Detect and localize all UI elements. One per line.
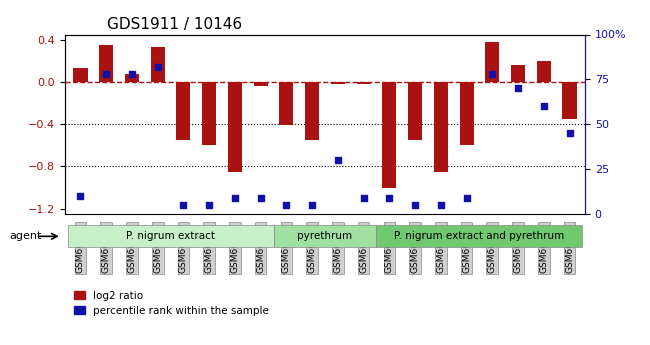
Bar [176, 82, 190, 140]
Legend: log2 ratio, percentile rank within the sample: log2 ratio, percentile rank within the s… [70, 286, 273, 320]
Text: GDS1911 / 10146: GDS1911 / 10146 [107, 17, 242, 32]
Text: P. nigrum extract: P. nigrum extract [126, 231, 215, 241]
Bar [434, 82, 448, 172]
Bar [99, 45, 113, 82]
Point [307, 202, 317, 208]
Point [410, 202, 421, 208]
Bar [254, 82, 268, 86]
Point [384, 195, 395, 200]
Point [487, 71, 497, 77]
Point [127, 71, 137, 77]
Bar [151, 47, 164, 82]
Bar [125, 73, 139, 82]
Bar [460, 82, 474, 145]
Bar [511, 65, 525, 82]
Point [255, 195, 266, 200]
Point [513, 86, 523, 91]
Text: P. nigrum extract and pyrethrum: P. nigrum extract and pyrethrum [395, 231, 565, 241]
Point [101, 71, 111, 77]
Bar [382, 82, 396, 188]
Point [564, 130, 575, 136]
Point [281, 202, 292, 208]
Bar [331, 82, 345, 84]
Bar [486, 42, 499, 82]
Point [436, 202, 446, 208]
Point [462, 195, 472, 200]
Text: pyrethrum: pyrethrum [298, 231, 352, 241]
Bar [357, 82, 370, 84]
Point [229, 195, 240, 200]
FancyBboxPatch shape [274, 226, 376, 247]
Bar [537, 61, 551, 82]
Text: agent: agent [10, 231, 42, 241]
Point [153, 64, 163, 70]
FancyBboxPatch shape [376, 226, 582, 247]
Point [539, 104, 549, 109]
Bar [280, 82, 293, 125]
Bar [227, 82, 242, 172]
Bar [562, 82, 577, 119]
Point [75, 193, 86, 199]
Point [204, 202, 214, 208]
Bar [73, 68, 88, 82]
Bar [408, 82, 422, 140]
Bar [202, 82, 216, 145]
Point [333, 157, 343, 163]
FancyBboxPatch shape [68, 226, 274, 247]
Bar [305, 82, 319, 140]
Point [358, 195, 369, 200]
Point [178, 202, 188, 208]
